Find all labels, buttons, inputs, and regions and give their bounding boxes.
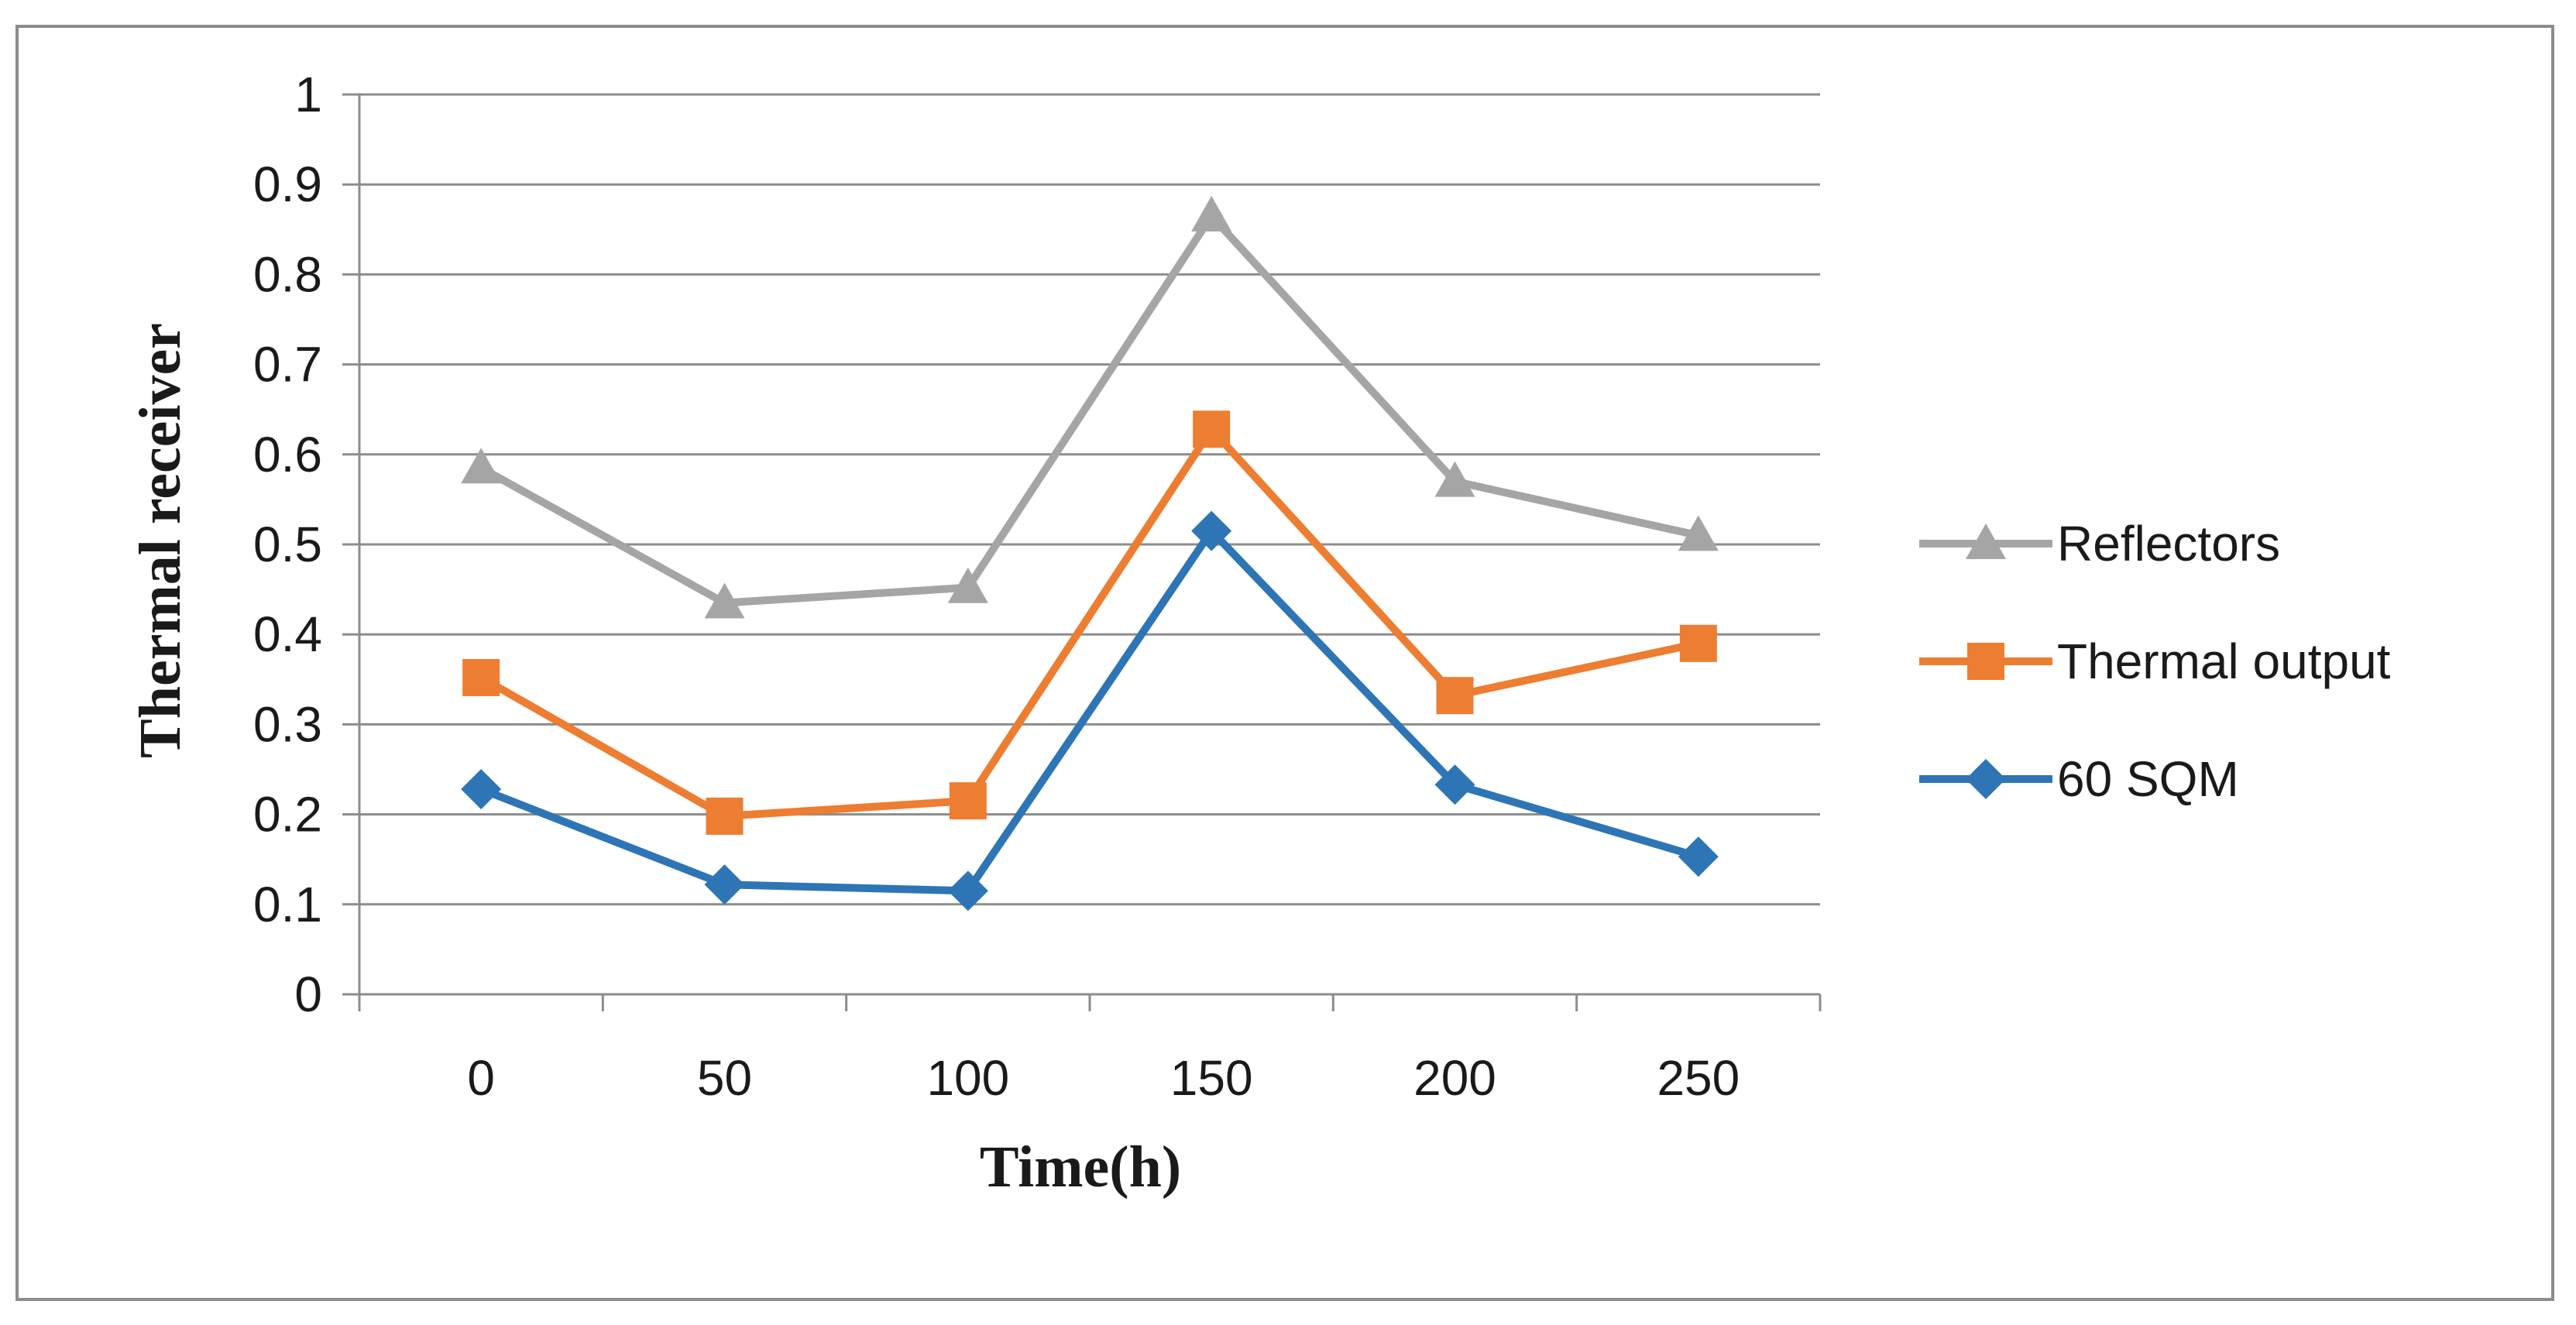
- data-point-60-sqm: [704, 864, 745, 905]
- data-point-reflectors: [1434, 461, 1475, 497]
- gridlines: [359, 93, 1820, 906]
- y-tick-label: 0: [294, 966, 322, 1022]
- y-tick-label: 0.4: [253, 606, 322, 662]
- y-tick-label: 0.8: [253, 246, 322, 302]
- x-tick-label: 250: [1657, 1050, 1740, 1106]
- series-line-60-sqm: [479, 527, 1700, 895]
- legend: Reflectors Thermal output 60 SQM: [1919, 516, 2391, 807]
- x-tick-label: 0: [467, 1050, 495, 1106]
- data-point-60-sqm: [1434, 764, 1475, 805]
- y-tick-label: 0.1: [253, 877, 322, 932]
- data-point-60-sqm: [1191, 510, 1232, 551]
- data-point-thermal-output: [1436, 677, 1474, 715]
- data-point-60-sqm: [1678, 836, 1719, 877]
- series-line-thermal-output: [479, 425, 1699, 820]
- y-tick-label: 0.7: [253, 337, 322, 393]
- x-tick-label: 50: [697, 1050, 752, 1106]
- y-tick-label: 0.6: [253, 427, 322, 482]
- legend-marker-reflectors: [1966, 523, 2006, 559]
- data-point-reflectors: [947, 567, 988, 603]
- legend-item-60-sqm: 60 SQM: [1919, 751, 2239, 807]
- x-tick-label: 150: [1170, 1050, 1253, 1106]
- y-tick-label: 1: [294, 67, 322, 122]
- x-axis-title: Time(h): [980, 1134, 1181, 1200]
- x-tick-label: 200: [1413, 1050, 1496, 1106]
- legend-item-thermal-output: Thermal output: [1919, 633, 2391, 689]
- y-tick-label: 0.5: [253, 517, 322, 572]
- legend-marker-60-sqm: [1966, 759, 2006, 799]
- x-tick-label: 100: [926, 1050, 1009, 1106]
- series-thermal-output: [462, 410, 1717, 835]
- data-point-60-sqm: [947, 870, 988, 911]
- legend-label-60-sqm: 60 SQM: [2057, 751, 2239, 807]
- chart-frame: [15, 25, 2554, 1301]
- data-point-60-sqm: [461, 769, 502, 810]
- series-60-sqm: [461, 510, 1719, 911]
- series-reflectors: [461, 195, 1719, 619]
- axes: 0 0.1 0.2 0.3 0.4 0.5 0.6 0.7 0.8 0.9 1 0 50 100 150 20…: [253, 67, 1822, 1106]
- legend-label-reflectors: Reflectors: [2057, 516, 2280, 572]
- series-line-reflectors: [479, 211, 1699, 607]
- y-tick-label: 0.2: [253, 787, 322, 843]
- data-point-thermal-output: [949, 782, 987, 820]
- data-point-reflectors: [461, 448, 502, 484]
- data-point-reflectors: [1191, 195, 1232, 232]
- legend-item-reflectors: Reflectors: [1919, 516, 2280, 572]
- y-tick-label: 0.3: [253, 696, 322, 752]
- legend-marker-thermal-output: [1967, 643, 2004, 680]
- y-axis-title: Thermal receiver: [128, 323, 193, 758]
- data-point-reflectors: [704, 582, 745, 619]
- data-point-thermal-output: [706, 797, 744, 835]
- y-tick-label: 0.9: [253, 156, 322, 212]
- legend-label-thermal-output: Thermal output: [2057, 633, 2391, 689]
- data-point-reflectors: [1678, 515, 1719, 551]
- data-point-thermal-output: [462, 658, 500, 696]
- series-lines: [461, 195, 1719, 911]
- data-point-thermal-output: [1679, 624, 1717, 662]
- data-point-thermal-output: [1193, 410, 1231, 448]
